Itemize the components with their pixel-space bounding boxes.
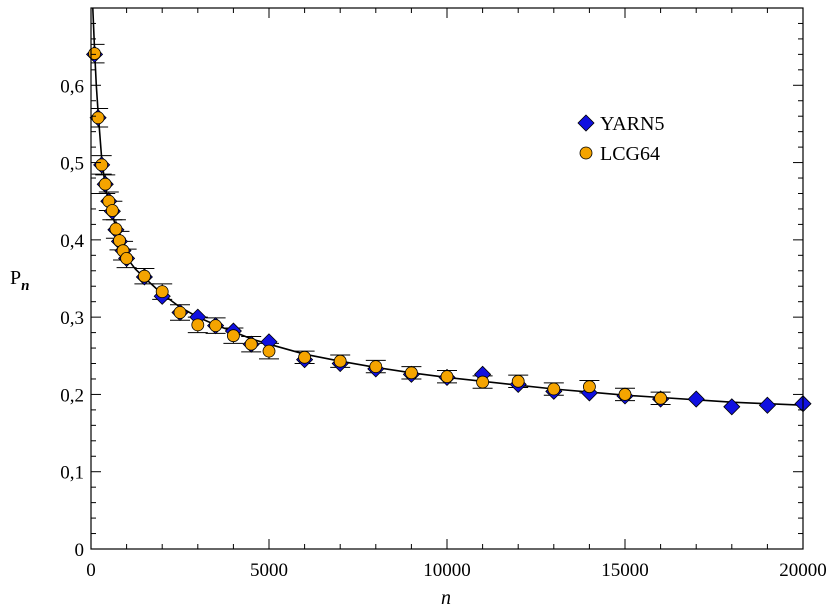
x-tick-label: 0	[86, 560, 96, 581]
y-tick-label: 0,6	[60, 76, 84, 97]
yarn5-point	[758, 396, 776, 414]
lcg64-point	[120, 252, 133, 265]
x-axis-title: n	[441, 587, 451, 609]
y-tick-label: 0,2	[60, 385, 84, 406]
y-tick-label: 0,3	[60, 308, 84, 329]
lcg64-point	[173, 306, 187, 319]
error-bar-layer	[91, 43, 671, 405]
lcg64-point	[209, 319, 223, 333]
lcg64-point	[298, 350, 312, 364]
lcg64-point	[98, 177, 112, 191]
lcg64-point	[109, 222, 123, 236]
lcg64-point	[88, 47, 101, 60]
fit-curve-layer	[91, 8, 803, 406]
lcg64-point	[511, 374, 525, 388]
lcg64-point	[583, 380, 596, 394]
fit-curve-line	[91, 8, 803, 406]
lcg64-point	[654, 391, 667, 405]
lcg64-point	[404, 366, 418, 380]
x-tick-label: 5000	[250, 560, 288, 581]
x-tick-label: 15000	[601, 560, 649, 581]
lcg64-point	[155, 285, 169, 299]
lcg64-point	[226, 329, 240, 343]
yarn5-point	[723, 398, 741, 416]
y-axis-title-subscript: n	[21, 278, 29, 294]
lcg64-point	[105, 204, 119, 217]
lcg64-point	[476, 375, 490, 389]
plot-frame	[90, 7, 804, 550]
tick-layer	[90, 7, 804, 550]
y-tick-label: 0,5	[60, 154, 84, 175]
marker-layer	[85, 45, 812, 416]
legend: YARN5 LCG64	[577, 113, 664, 165]
lcg64-point	[369, 360, 383, 374]
y-tick-labels: 0 0,1 0,2 0,3 0,4 0,5 0,6	[60, 76, 84, 561]
y-tick-label: 0,4	[60, 231, 84, 252]
y-tick-label: 0,1	[60, 463, 84, 484]
lcg64-point	[191, 318, 205, 332]
lcg64-point	[91, 111, 105, 125]
lcg64-point	[547, 382, 561, 396]
lcg64-point	[333, 354, 347, 368]
x-tick-label: 20000	[779, 560, 827, 581]
y-axis-title: Pn	[10, 267, 29, 294]
lcg64-point	[137, 269, 151, 283]
legend-diamond-marker	[577, 114, 595, 132]
lcg64-point	[618, 388, 632, 401]
yarn5-point	[687, 390, 705, 408]
y-tick-label: 0	[75, 540, 85, 561]
x-tick-labels: 0 5000 10000 15000 20000	[86, 560, 827, 581]
lcg64-point	[95, 158, 109, 172]
legend-label-lcg64: LCG64	[600, 143, 660, 165]
lcg64-point	[244, 337, 258, 351]
lcg64-point	[262, 344, 276, 358]
x-tick-label: 10000	[423, 560, 471, 581]
legend-label-yarn5: YARN5	[600, 113, 664, 135]
lcg64-point	[440, 370, 454, 384]
legend-circle-marker	[579, 146, 593, 160]
y-axis-title-main: P	[10, 267, 21, 289]
